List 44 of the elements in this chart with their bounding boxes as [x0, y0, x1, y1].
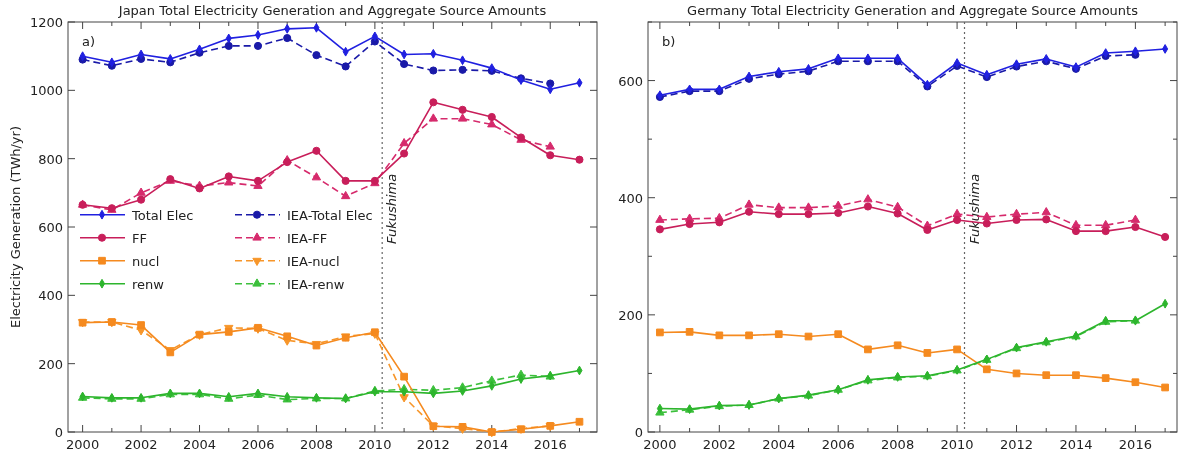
y-tick-label: 400 — [618, 190, 643, 206]
chart-title: Germany Total Electricity Generation and Aggregate Source Amounts — [687, 3, 1139, 18]
y-tick-label: 600 — [38, 220, 63, 235]
x-tick-label: 2002 — [124, 437, 158, 452]
x-tick-label: 2000 — [643, 437, 677, 452]
y-tick-label: 400 — [38, 288, 63, 304]
ref-line-label: Fukushima — [966, 173, 982, 244]
legend-label: FF — [132, 230, 147, 246]
ref-line-label: Fukushima — [384, 173, 400, 244]
y-axis-title: Electricity Generation (TWh/yr) — [8, 126, 23, 328]
x-tick-label: 2008 — [299, 437, 333, 452]
x-tick-label: 2012 — [999, 437, 1034, 452]
x-tick-label: 2004 — [762, 437, 796, 452]
x-tick-label: 2012 — [416, 437, 450, 452]
legend-label: renw — [132, 276, 165, 292]
annotation: b) — [662, 34, 676, 49]
x-tick-label: 2002 — [702, 437, 736, 452]
annotation: a) — [82, 34, 96, 49]
chart-title: Japan Total Electricity Generation and Aggregate Source Amounts — [117, 3, 547, 18]
x-tick-label: 2008 — [881, 437, 915, 452]
y-tick-label: 800 — [38, 151, 63, 167]
legend-label: IEA-renw — [287, 276, 345, 292]
x-tick-label: 2010 — [940, 437, 974, 452]
legend-label: nucl — [132, 253, 160, 269]
x-tick-label: 2014 — [1059, 437, 1093, 452]
y-tick-label: 0 — [634, 425, 643, 440]
legend-label: IEA-nucl — [287, 253, 340, 269]
y-tick-label: 1200 — [29, 15, 63, 30]
legend-label: IEA-Total Elec — [287, 207, 373, 223]
y-tick-label: 1000 — [29, 83, 63, 99]
y-tick-label: 0 — [54, 425, 63, 440]
x-tick-label: 2014 — [475, 437, 509, 452]
legend-label: IEA-FF — [287, 230, 328, 246]
x-tick-label: 2006 — [821, 437, 855, 452]
x-tick-label: 2016 — [1118, 437, 1152, 452]
x-tick-label: 2006 — [241, 437, 275, 452]
x-tick-label: 2000 — [66, 437, 100, 452]
y-tick-label: 600 — [618, 73, 643, 89]
x-tick-label: 2004 — [182, 437, 217, 452]
y-tick-label: 200 — [38, 356, 63, 372]
legend-label: Total Elec — [131, 207, 194, 223]
x-tick-label: 2016 — [533, 437, 567, 452]
x-tick-label: 2010 — [358, 437, 392, 452]
y-tick-label: 200 — [618, 307, 643, 323]
